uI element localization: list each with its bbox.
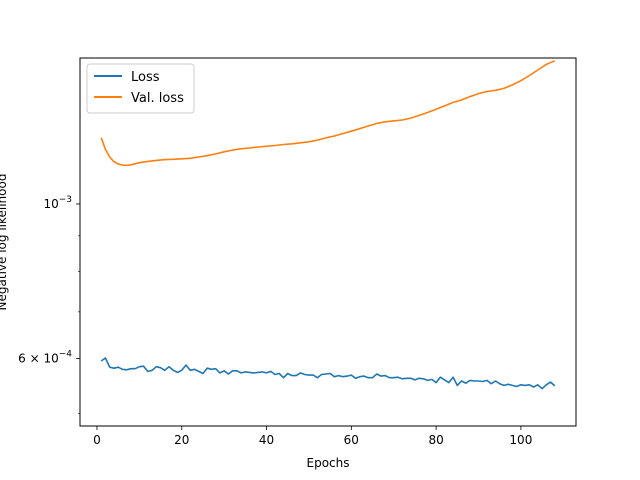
y-tick-label: 6 × 10−4 [18, 349, 72, 365]
legend-label-val-loss: Val. loss [131, 91, 184, 106]
y-axis-label: Negative log likelihood [0, 174, 9, 311]
plot-frame [79, 57, 577, 427]
series-line-val-loss [100, 60, 556, 167]
series-line-loss [100, 357, 556, 390]
series-layer [100, 60, 556, 390]
x-tick-label: 80 [428, 433, 443, 447]
x-tick-label: 100 [509, 433, 532, 447]
x-tick-label: 0 [93, 433, 101, 447]
legend: Loss Val. loss [86, 63, 195, 114]
x-tick-label: 60 [344, 433, 359, 447]
ticks-layer: 0 20 40 60 80 100 10−3 6 × 10−4 [18, 195, 532, 447]
legend-label-loss: Loss [131, 70, 160, 85]
x-tick-label: 40 [259, 433, 274, 447]
x-axis-label: Epochs [307, 456, 350, 470]
x-tick-label: 20 [174, 433, 189, 447]
y-tick-label: 10−3 [43, 195, 72, 211]
